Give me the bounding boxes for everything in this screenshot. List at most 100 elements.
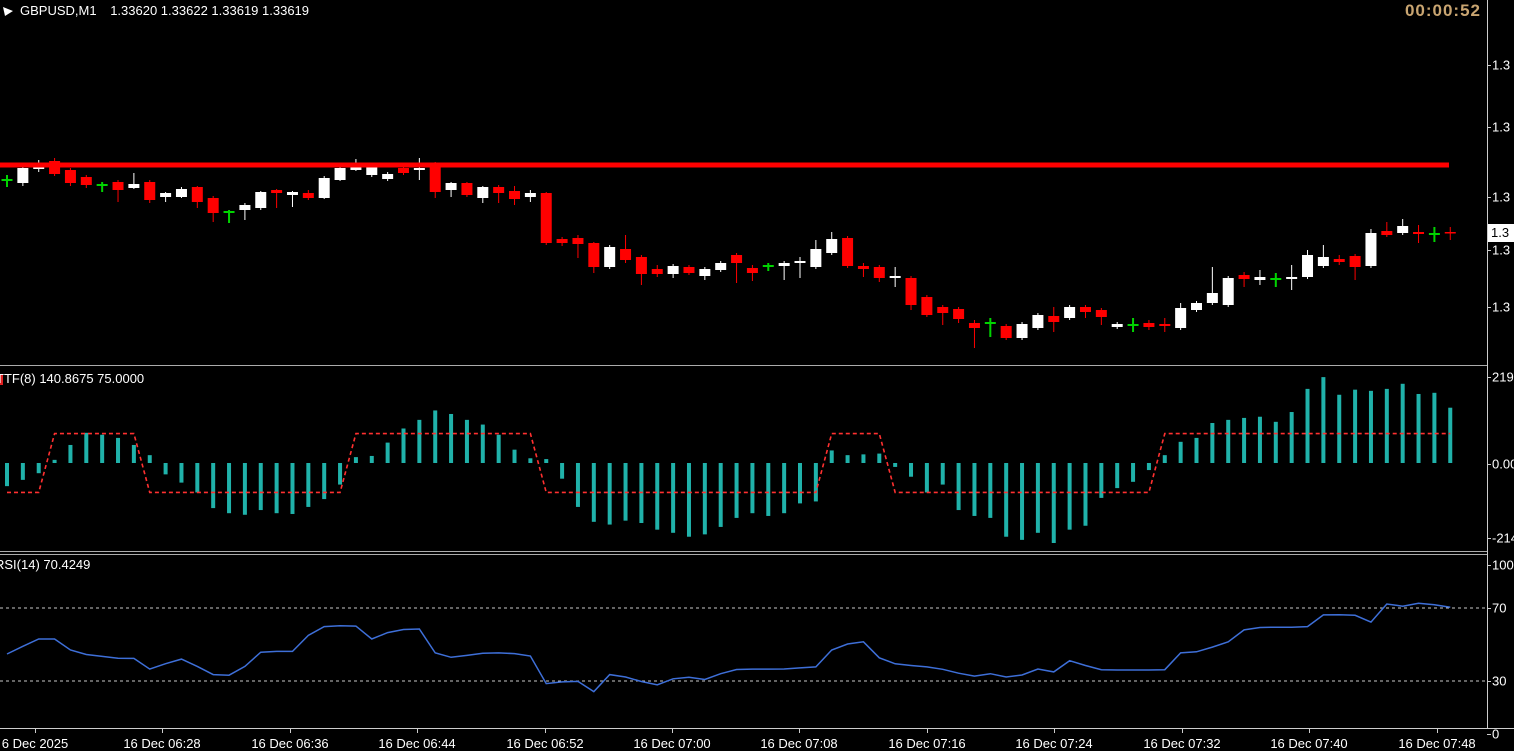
- candle-body: [746, 268, 758, 273]
- time-axis-label: 16 Dec 06:36: [251, 736, 329, 751]
- ttf-histogram-bar: [829, 450, 834, 463]
- ttf-histogram-bar: [417, 419, 422, 463]
- ttf-histogram-bar: [782, 463, 787, 514]
- ttf-histogram-bar: [1146, 463, 1151, 471]
- rsi-indicator-label: RSI(14) 70.4249: [0, 557, 91, 572]
- panel-separator[interactable]: [0, 365, 1487, 366]
- time-axis-label: 16 Dec 07:00: [633, 736, 711, 751]
- candle-body: [382, 174, 394, 179]
- candle-countdown-timer: 00:00:52: [1404, 1, 1481, 20]
- candle-body: [191, 187, 203, 202]
- axis-tick: [1487, 681, 1491, 682]
- ttf-histogram-bar: [544, 459, 549, 463]
- ttf-histogram-bar: [227, 463, 232, 514]
- ttf-histogram-bar: [607, 463, 612, 525]
- time-axis-tick: [417, 728, 418, 733]
- time-axis-tick: [1054, 728, 1055, 733]
- candle-body: [794, 261, 806, 263]
- panel-separator[interactable]: [0, 554, 1487, 555]
- price-axis-label: 1.3: [1492, 119, 1511, 135]
- ttf-histogram-bar: [798, 463, 802, 504]
- ttf-histogram-bar: [924, 463, 929, 493]
- ttf-histogram-bar: [84, 432, 89, 463]
- ttf-histogram-bar: [385, 442, 390, 463]
- ttf-histogram-bar: [195, 463, 200, 493]
- ttf-histogram-bar: [877, 453, 882, 463]
- time-axis-line: [0, 728, 1514, 729]
- candle-body: [1159, 324, 1171, 326]
- price-axis-label: 1.3: [1492, 57, 1511, 73]
- doji-cross: [96, 184, 108, 186]
- axis-tick: [1487, 250, 1491, 251]
- candle-body: [160, 193, 172, 197]
- ttf-label-marker: [0, 374, 3, 385]
- ttf-histogram-bar: [116, 437, 121, 463]
- ttf-histogram-bar: [1416, 393, 1421, 463]
- candle-body: [715, 263, 727, 270]
- ttf-histogram-bar: [766, 463, 771, 516]
- ttf-histogram-bar: [1305, 388, 1310, 463]
- candle-body: [635, 257, 647, 274]
- candle-body: [921, 297, 933, 315]
- candle-body: [1079, 307, 1091, 312]
- ohlc-values: 1.33620 1.33622 1.33619 1.33619: [110, 3, 310, 18]
- candle-body: [318, 178, 330, 198]
- ttf-histogram-bar: [322, 463, 327, 500]
- candle-body: [1254, 277, 1266, 280]
- time-axis-label: 16 Dec 07:16: [888, 736, 966, 751]
- ttf-histogram-bar: [1115, 463, 1120, 489]
- rsi-axis-label: 0: [1492, 726, 1500, 742]
- doji-cross: [762, 265, 774, 267]
- ttf-histogram-bar: [1448, 407, 1453, 463]
- ttf-histogram-bar: [1257, 416, 1262, 463]
- rsi-line: [6, 602, 1451, 693]
- price-chart-panel[interactable]: [0, 0, 1487, 366]
- ttf-histogram-bar: [147, 455, 152, 463]
- candle-body: [175, 189, 187, 197]
- candle-body: [64, 170, 76, 183]
- candle-body: [857, 266, 869, 269]
- rsi-indicator-panel[interactable]: [0, 555, 1487, 728]
- ttf-histogram-bar: [1432, 392, 1437, 463]
- candle-body: [1413, 232, 1425, 234]
- ttf-histogram-bar: [449, 413, 454, 463]
- candle-body: [398, 168, 409, 173]
- candle-body: [937, 307, 949, 313]
- panel-separator[interactable]: [0, 551, 1487, 552]
- ttf-histogram-bar: [496, 434, 501, 463]
- ttf-histogram-bar: [702, 463, 707, 535]
- candle-body: [1349, 256, 1361, 267]
- doji-cross: [1428, 233, 1440, 235]
- resistance-line: [0, 162, 1449, 168]
- candle-body: [1444, 232, 1456, 234]
- candle-body: [604, 247, 616, 267]
- ttf-histogram-bar: [956, 463, 961, 511]
- candle-body: [271, 190, 283, 193]
- candle-body: [1381, 231, 1393, 235]
- ttf-histogram-bar: [528, 458, 533, 463]
- ttf-histogram-bar: [179, 463, 184, 483]
- candle-body: [1222, 278, 1234, 305]
- candle-body: [207, 198, 219, 213]
- ttf-histogram-bar: [5, 463, 9, 487]
- ttf-histogram-bar: [1051, 463, 1056, 543]
- axis-tick: [1487, 65, 1491, 66]
- ttf-histogram-bar: [1178, 441, 1183, 463]
- ttf-histogram-bar: [988, 463, 993, 518]
- candle-body: [17, 168, 29, 183]
- time-axis-label: 16 Dec 07:32: [1143, 736, 1221, 751]
- candle-body: [1191, 303, 1202, 310]
- candle-body: [128, 184, 140, 188]
- ttf-histogram-bar: [813, 463, 818, 502]
- ttf-histogram-bar: [163, 463, 168, 475]
- candle-body: [445, 183, 457, 190]
- candle-body: [1206, 293, 1218, 303]
- ttf-histogram-bar: [1194, 437, 1199, 463]
- ttf-indicator-panel[interactable]: [0, 366, 1487, 550]
- price-axis-label: 1.3: [1492, 189, 1511, 205]
- candle-body: [651, 269, 663, 274]
- axis-tick: [1487, 377, 1491, 378]
- candle-body: [683, 267, 695, 273]
- candle-body: [302, 193, 314, 198]
- candle-body: [493, 187, 505, 193]
